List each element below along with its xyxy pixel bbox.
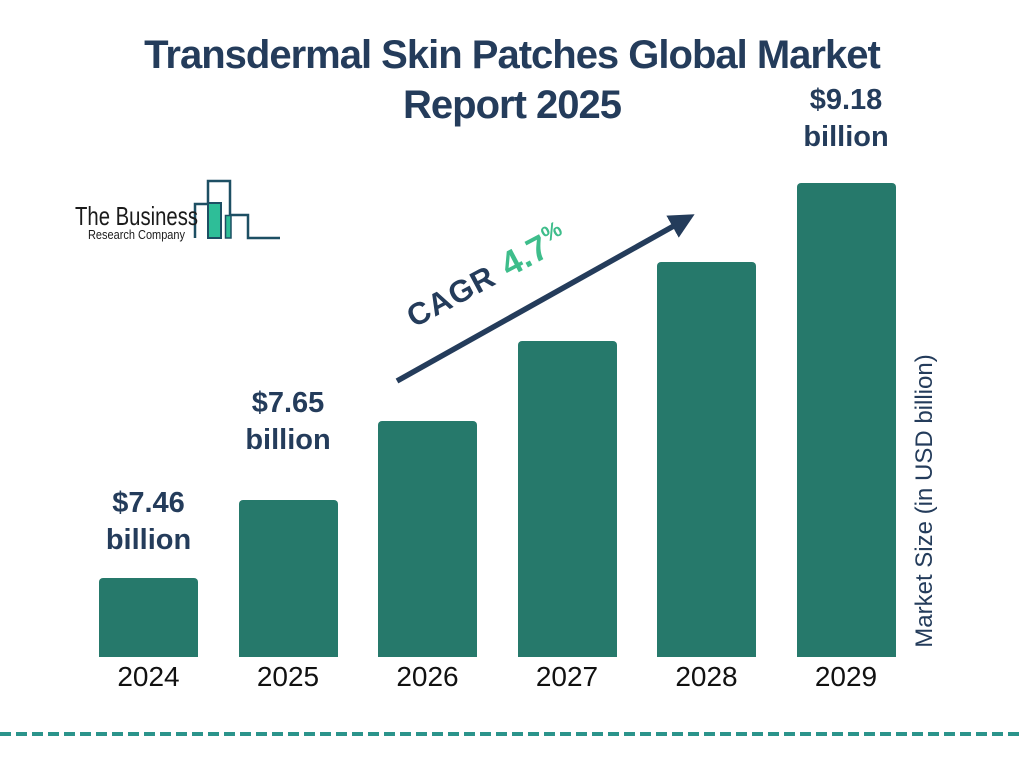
bar-2027 — [517, 341, 617, 657]
company-logo: The Business Research Company — [75, 179, 280, 242]
page-title-line1: Transdermal Skin Patches Global Market — [144, 33, 881, 77]
value-label-line: billion — [803, 121, 889, 153]
bar-2028 — [657, 262, 756, 657]
value-label-2025: $7.65 billion — [213, 385, 363, 459]
x-tick-2024: 2024 — [117, 661, 180, 692]
dashed-divider-line — [0, 732, 1024, 736]
x-tick-2026: 2026 — [396, 661, 459, 692]
x-tick-2028: 2028 — [675, 661, 738, 692]
y-axis-label: Market Size (in USD billion) — [911, 354, 938, 648]
page-title-line2: Report 2025 — [403, 83, 622, 127]
value-label-2029: $9.18 billion — [771, 82, 921, 156]
x-tick-2029: 2029 — [814, 661, 878, 692]
value-label-2024: $7.46 billion — [74, 485, 224, 559]
page-title: Transdermal Skin Patches Global Market R… — [0, 30, 1024, 130]
bar-2025 — [238, 500, 338, 657]
value-label-line: $9.18 — [809, 84, 883, 116]
value-label-line: billion — [245, 424, 331, 456]
logo-text-line1: The Business — [75, 201, 198, 231]
logo-text-line2: Research Company — [88, 227, 185, 242]
logo-bars-icon — [193, 179, 280, 240]
bar-2024 — [99, 578, 198, 657]
bar-2026 — [378, 421, 477, 657]
cagr-value-group: 4.7% — [494, 216, 574, 286]
x-tick-2025: 2025 — [256, 661, 320, 692]
value-label-line: $7.65 — [251, 387, 325, 419]
value-label-line: $7.46 — [112, 487, 185, 519]
x-tick-2027: 2027 — [535, 661, 599, 692]
value-label-line: billion — [105, 524, 192, 556]
bar-2029 — [796, 183, 896, 657]
cagr-label: CAGR — [400, 258, 502, 335]
